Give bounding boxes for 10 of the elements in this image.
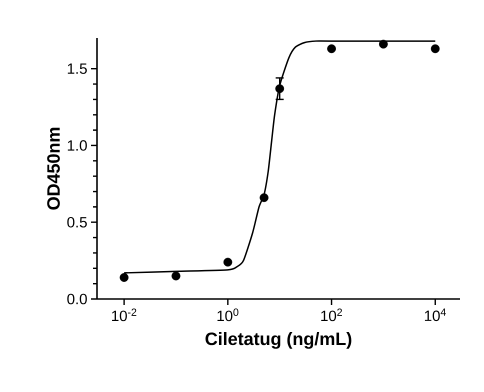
x-tick-label: 10$^{-2}$ (112, 308, 136, 322)
x-tick-label: 10$^{0}$ (218, 308, 238, 322)
y-tick-label: 1.5 (68, 63, 87, 74)
x-tick-label: 10$^{4}$ (424, 308, 446, 322)
y-tick-label: 0.0 (67, 294, 87, 304)
x-axis-title: Ciletatug (ng/mL) (206, 332, 352, 349)
y-tick-label: 0.5 (67, 216, 87, 228)
x-tick-label: 10$^{2}$ (321, 308, 342, 322)
y-axis-title: OD450nm (47, 128, 60, 210)
y-tick-label: 1.0 (68, 140, 87, 151)
